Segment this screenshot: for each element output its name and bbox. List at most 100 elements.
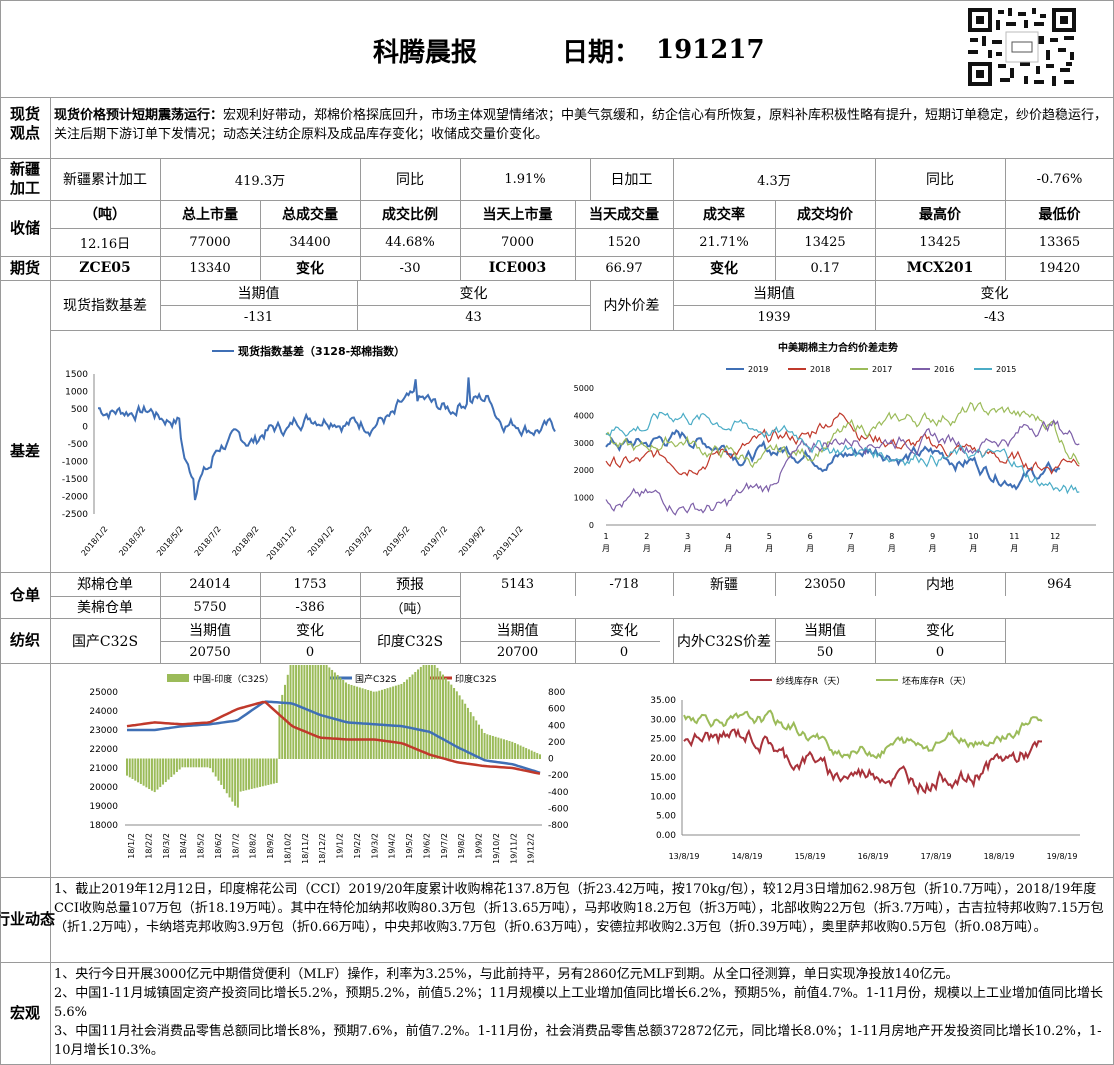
diff-cur-label: 当期值 xyxy=(804,622,846,639)
tick-label: 6 xyxy=(808,532,813,541)
diff-bar xyxy=(214,758,217,777)
tick-label: 35.00 xyxy=(650,696,676,706)
storage-value-cell: 1520 xyxy=(607,234,641,250)
diff-bar xyxy=(231,758,234,802)
tick-label: 400 xyxy=(548,721,565,731)
inout-spread-label: 内外价差 xyxy=(603,298,660,314)
tick-label: 1500 xyxy=(65,370,88,380)
inland-warehouse-label: 内地 xyxy=(926,577,954,593)
legend-label: 纱线库存R（天） xyxy=(776,675,845,687)
yarn-inventory-series xyxy=(683,727,1043,796)
tick-label: 2019/3/2 xyxy=(344,525,374,558)
diff-bar xyxy=(217,758,220,781)
tick-label: 18/6/2 xyxy=(214,833,223,859)
storage-value-cell: 77000 xyxy=(189,234,231,250)
tick-label: 2019/5/2 xyxy=(382,525,412,558)
diff-bar xyxy=(272,758,275,784)
tick-unit-label: 月 xyxy=(888,544,896,553)
diff-bar xyxy=(142,758,145,786)
diff-bar xyxy=(428,659,431,759)
diff-bar xyxy=(408,676,411,759)
in-chg-label: 变化 xyxy=(610,622,638,639)
tick-label: 2018/3/2 xyxy=(117,525,147,558)
tick-label: 19/8/2 xyxy=(457,833,466,859)
tick-unit-label: 月 xyxy=(970,544,978,553)
warehouse-label: 仓单 xyxy=(9,585,40,604)
tick-label: 3 xyxy=(685,532,690,541)
storage-value-cell: 34400 xyxy=(289,234,331,250)
c32s-price-chart: 中国-印度（C32S） 国产C32S 印度C32S 25000 24000 23000 2… xyxy=(70,658,590,875)
tick-label: 19/7/2 xyxy=(440,833,449,859)
diff-bar xyxy=(322,662,325,759)
inout-cur-value: 1939 xyxy=(757,310,791,325)
tick-label: 19/5/2 xyxy=(405,833,414,859)
storage-value-cell: 7000 xyxy=(500,234,535,250)
diff-bar xyxy=(286,674,289,759)
futures-cell: 66.97 xyxy=(605,260,643,276)
diff-bar xyxy=(500,738,503,759)
diff-bar xyxy=(247,758,250,790)
tick-label: 2018/9/2 xyxy=(231,525,261,558)
tick-label: 20000 xyxy=(89,783,118,793)
tick-label: 25.00 xyxy=(650,735,676,745)
diff-bar xyxy=(530,750,533,759)
diff-bar xyxy=(137,758,140,783)
diff-bar xyxy=(425,661,428,759)
diff-bar xyxy=(386,688,389,759)
spot-view-text: 现货价格预计短期震荡运行：宏观利好带动，郑棉价格探底回升，市场主体观望情绪浓；中… xyxy=(54,106,1110,144)
diff-bar xyxy=(436,667,439,759)
diff-bar xyxy=(289,664,292,759)
storage-header-cell: 总上市量 xyxy=(182,207,238,223)
tick-label: 18/11/2 xyxy=(301,833,310,864)
tick-label: 12 xyxy=(1050,532,1060,541)
date-label: 日期： xyxy=(562,37,641,68)
zheng-warehouse-value: 24014 xyxy=(189,576,231,592)
tick-label: 18/1/2 xyxy=(127,833,136,859)
tick-label: 18/12/2 xyxy=(318,833,327,864)
diff-bar xyxy=(414,671,417,759)
spot-basis-label: 现货指数基差 xyxy=(63,298,147,314)
cn-c32s-label: 国产C32S xyxy=(71,633,139,650)
diff-bar xyxy=(159,758,162,788)
tick-label: 2 xyxy=(644,532,649,541)
storage-header-cell: 最低价 xyxy=(1038,207,1081,223)
tick-unit-label: 月 xyxy=(806,544,814,553)
tick-label: 2018/7/2 xyxy=(193,525,223,558)
diff-bar xyxy=(128,758,131,778)
tick-label: 2019/7/2 xyxy=(419,525,449,558)
diff-bar xyxy=(126,758,128,776)
diff-bar xyxy=(234,758,237,806)
tick-label: 18/8/2 xyxy=(249,833,258,859)
tick-label: 18/7/2 xyxy=(231,833,240,859)
chart1-title: 现货指数基差（3128-郑棉指数） xyxy=(238,344,405,358)
diff-bar xyxy=(162,758,165,785)
diff-bar xyxy=(306,658,309,759)
diff-bar xyxy=(261,758,264,787)
legend-label: 2017 xyxy=(872,365,892,374)
tick-label: -1000 xyxy=(62,458,88,468)
diff-bar xyxy=(292,658,295,759)
tick-label: 3000 xyxy=(574,439,594,448)
futures-cell: MCX201 xyxy=(906,260,974,276)
industry-text: 1、截止2019年12月12日，印度棉花公司（CCI）2019/20年度累计收购… xyxy=(54,882,1104,935)
legend-label: 2019 xyxy=(748,365,768,374)
inout-chg-label: 变化 xyxy=(980,285,1009,302)
diff-bar xyxy=(489,735,492,759)
diff-bar xyxy=(220,758,223,785)
macro-item: 3、中国11月社会消费品零售总额同比增长8%，预期7.6%，前值7.2%。1-1… xyxy=(54,1024,1102,1058)
diff-bar xyxy=(320,659,323,759)
diff-bar xyxy=(314,658,317,759)
tick-label: 22000 xyxy=(89,745,118,755)
legend-label: 2018 xyxy=(810,365,830,374)
futures-cell: ICE003 xyxy=(488,260,547,276)
diff-bar xyxy=(441,674,444,759)
tick-label: 4 xyxy=(726,532,731,541)
diff-bar xyxy=(466,707,469,759)
tick-label: 18/10/2 xyxy=(283,833,292,864)
diff-bar xyxy=(464,703,467,759)
macro-list: 1、央行今日开展3000亿元中期借贷便利（MLF）操作，利率为3.25%，与此前… xyxy=(54,965,1110,1060)
diff-bar xyxy=(228,758,231,798)
storage-value-cell: 44.68% xyxy=(385,234,435,250)
spread-series-2015 xyxy=(605,411,1080,495)
storage-label: 收储 xyxy=(9,218,40,237)
